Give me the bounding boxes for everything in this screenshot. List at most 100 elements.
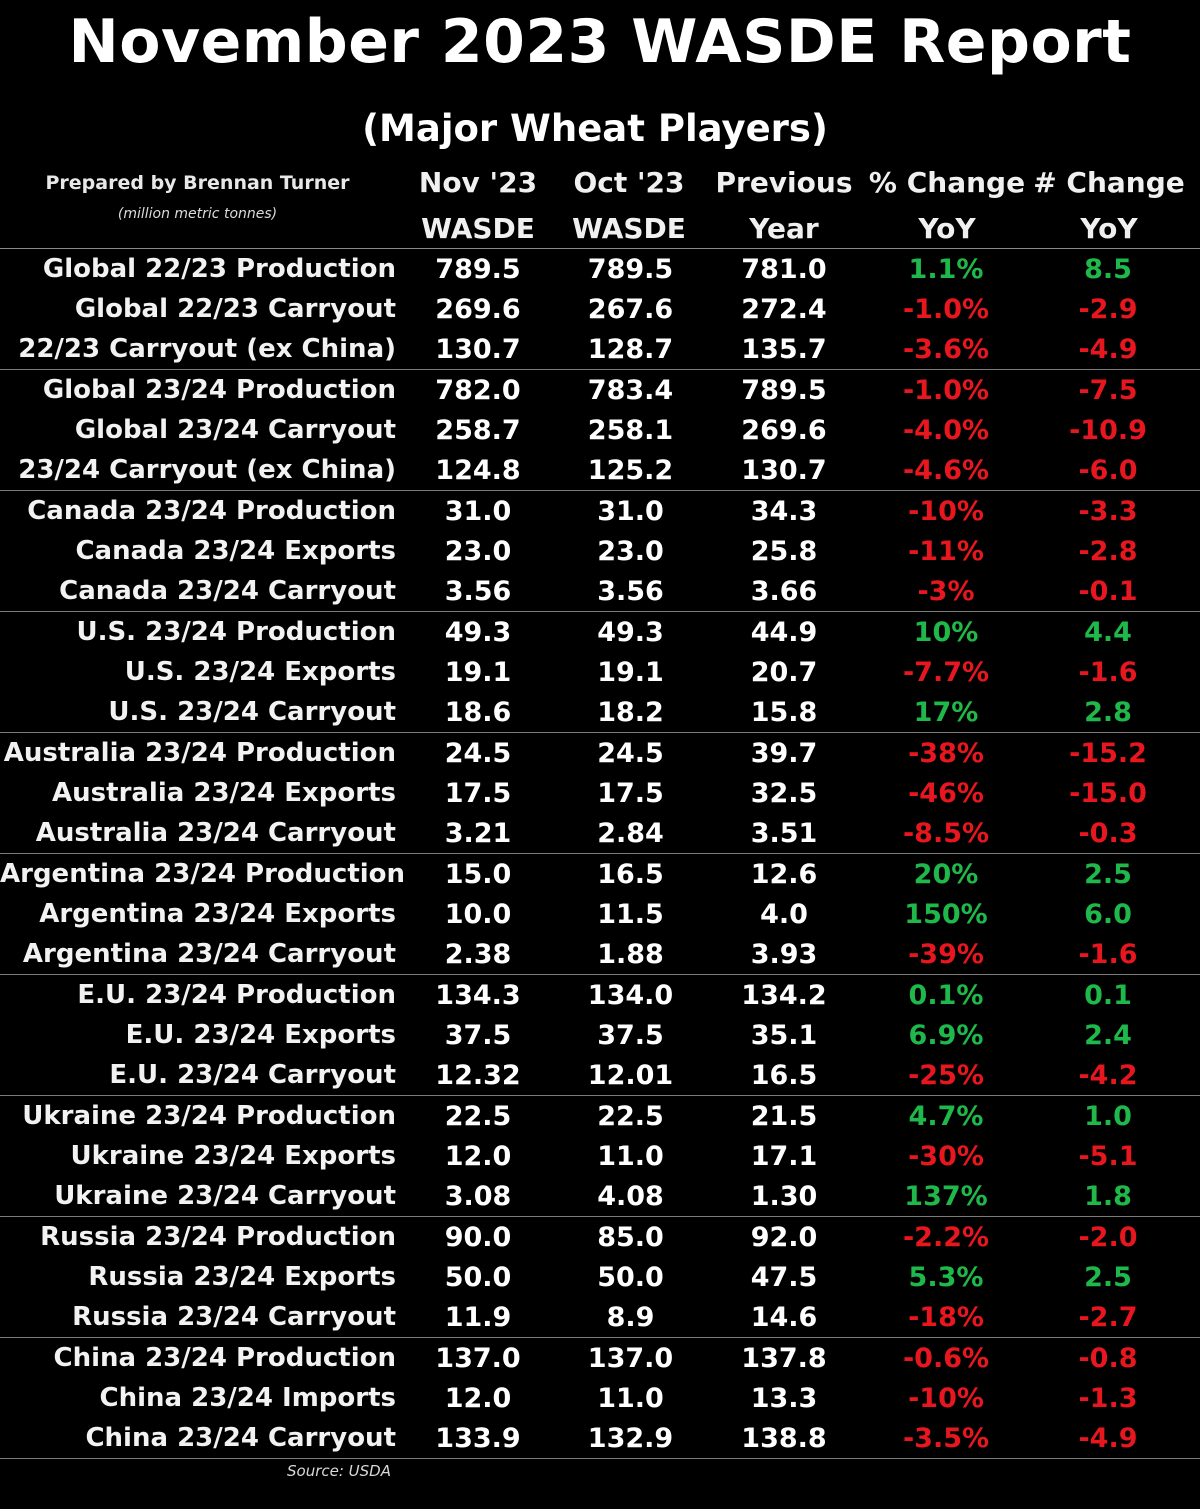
previous-year-value: 39.7 — [750, 737, 818, 769]
oct-wasde-value: 19.1 — [597, 656, 664, 688]
previous-year-value: 35.1 — [750, 1019, 818, 1051]
num-change-value: 8.5 — [1084, 253, 1132, 285]
oct-wasde-value: 17.5 — [597, 777, 664, 809]
pct-change-value: -2.2% — [902, 1221, 990, 1253]
pct-change-value: -18% — [908, 1301, 984, 1333]
row-label: E.U. 23/24 Carryout — [109, 1060, 396, 1090]
oct-wasde-value: 8.9 — [606, 1301, 655, 1333]
row-label: Canada 23/24 Carryout — [59, 576, 396, 606]
oct-wasde-value: 85.0 — [597, 1221, 664, 1253]
previous-year-value: 15.8 — [750, 696, 818, 728]
table-row: Ukraine 23/24 Carryout 3.08 4.08 1.30 137% 1.… — [0, 1176, 1200, 1216]
num-change-value: -10.9 — [1069, 414, 1147, 446]
previous-year-value: 32.5 — [750, 777, 818, 809]
table-group: Global 22/23 Production 789.5 789.5 781.0 1.… — [0, 248, 1200, 369]
table-group: Global 23/24 Production 782.0 783.4 789.5 -1… — [0, 369, 1200, 490]
num-change-value: -4.9 — [1078, 1422, 1138, 1454]
nov-wasde-value: 11.9 — [444, 1301, 512, 1333]
oct-wasde-value: 137.0 — [587, 1342, 674, 1374]
row-label: Ukraine 23/24 Production — [22, 1101, 396, 1131]
pct-change-value: 0.1% — [908, 979, 984, 1011]
previous-year-value: 17.1 — [750, 1140, 818, 1172]
nov-wasde-value: 3.08 — [444, 1180, 512, 1212]
num-change-value: 2.8 — [1084, 696, 1132, 728]
num-change-value: -3.3 — [1078, 495, 1138, 527]
table-group: U.S. 23/24 Production 49.3 49.3 44.9 10% 4.4 U… — [0, 611, 1200, 732]
row-label: China 23/24 Imports — [99, 1383, 397, 1413]
nov-wasde-value: 90.0 — [444, 1221, 512, 1253]
num-change-value: 6.0 — [1084, 898, 1132, 930]
pct-change-value: -1.0% — [902, 293, 990, 325]
previous-year-value: 3.51 — [750, 817, 818, 849]
previous-year-value: 134.2 — [741, 979, 827, 1011]
nov-wasde-value: 12.32 — [435, 1059, 521, 1091]
nov-wasde-value: 19.1 — [444, 656, 512, 688]
row-label: Russia 23/24 Carryout — [72, 1302, 396, 1332]
table-row: E.U. 23/24 Carryout 12.32 12.01 16.5 -25% -4.… — [0, 1055, 1200, 1095]
previous-year-value: 14.6 — [750, 1301, 818, 1333]
table-row: Global 23/24 Carryout 258.7 258.1 269.6 -4.0… — [0, 410, 1200, 450]
oct-wasde-value: 789.5 — [587, 253, 674, 285]
oct-wasde-value: 24.5 — [597, 737, 664, 769]
row-label: Russia 23/24 Exports — [88, 1262, 396, 1292]
table-group: China 23/24 Production 137.0 137.0 137.8 -0.… — [0, 1337, 1200, 1458]
table-row: Global 23/24 Production 782.0 783.4 789.5 -1… — [0, 370, 1200, 410]
table-group: Canada 23/24 Production 31.0 31.0 34.3 -10% -… — [0, 490, 1200, 611]
table-row: E.U. 23/24 Exports 37.5 37.5 35.1 6.9% 2.4 — [0, 1015, 1200, 1055]
wheat-table-body: Global 22/23 Production 789.5 789.5 781.0 1.… — [0, 248, 1200, 1459]
num-change-value: 2.5 — [1084, 1261, 1132, 1293]
row-label: U.S. 23/24 Exports — [124, 657, 396, 687]
table-group: Argentina 23/24 Production 15.0 16.5 12.6 20… — [0, 853, 1200, 974]
row-label: E.U. 23/24 Exports — [125, 1020, 396, 1050]
previous-year-value: 34.3 — [750, 495, 818, 527]
row-label: Global 22/23 Carryout — [74, 294, 396, 324]
num-change-value: -0.3 — [1078, 817, 1138, 849]
table-row: Argentina 23/24 Production 15.0 16.5 12.6 20… — [0, 854, 1200, 894]
nov-wasde-value: 10.0 — [444, 898, 512, 930]
nov-wasde-value: 24.5 — [444, 737, 512, 769]
nov-wasde-value: 31.0 — [444, 495, 512, 527]
num-change-value: 1.8 — [1084, 1180, 1132, 1212]
num-change-value: -0.1 — [1078, 575, 1138, 607]
previous-year-value: 135.7 — [741, 333, 827, 365]
column-header-line1: # Change — [1033, 166, 1185, 199]
oct-wasde-value: 783.4 — [587, 374, 674, 406]
oct-wasde-value: 267.6 — [587, 293, 674, 325]
pct-change-value: -10% — [908, 495, 984, 527]
num-change-value: -0.8 — [1078, 1342, 1138, 1374]
table-row: Russia 23/24 Carryout 11.9 8.9 14.6 -18% -2.7 — [0, 1297, 1200, 1337]
nov-wasde-value: 258.7 — [435, 414, 521, 446]
num-change-value: -2.8 — [1078, 535, 1138, 567]
previous-year-value: 3.66 — [750, 575, 818, 607]
report-title: November 2023 WASDE Report — [68, 7, 1132, 77]
previous-year-value: 44.9 — [750, 616, 818, 648]
num-change-value: -1.3 — [1078, 1382, 1138, 1414]
column-header-line2: YoY — [1080, 212, 1138, 245]
previous-year-value: 3.93 — [750, 938, 818, 970]
pct-change-value: 4.7% — [908, 1100, 984, 1132]
oct-wasde-value: 37.5 — [597, 1019, 664, 1051]
pct-change-value: 150% — [904, 898, 988, 930]
previous-year-value: 781.0 — [741, 253, 827, 285]
table-row: Russia 23/24 Production 90.0 85.0 92.0 -2.2%… — [0, 1217, 1200, 1257]
table-row: Russia 23/24 Exports 50.0 50.0 47.5 5.3% 2.5 — [0, 1257, 1200, 1297]
num-change-value: -7.5 — [1078, 374, 1138, 406]
pct-change-value: -8.5% — [902, 817, 990, 849]
num-change-value: -5.1 — [1078, 1140, 1138, 1172]
row-label: Canada 23/24 Production — [27, 496, 396, 526]
previous-year-value: 1.30 — [750, 1180, 818, 1212]
column-header-line1: Nov '23 — [418, 166, 538, 199]
column-header-num-change: # Change YoY — [1030, 160, 1188, 252]
column-header-pct-change: % Change YoY — [864, 160, 1030, 252]
nov-wasde-value: 3.56 — [444, 575, 512, 607]
table-row: Global 22/23 Carryout 269.6 267.6 272.4 -1.0… — [0, 289, 1200, 329]
nov-wasde-value: 124.8 — [435, 454, 521, 486]
pct-change-value: 17% — [913, 696, 979, 728]
pct-change-value: -25% — [908, 1059, 984, 1091]
oct-wasde-value: 1.88 — [597, 938, 664, 970]
oct-wasde-value: 134.0 — [587, 979, 674, 1011]
column-header-previous-year: Previous Year — [706, 160, 862, 252]
row-label: Argentina 23/24 Carryout — [22, 939, 396, 969]
previous-year-value: 4.0 — [760, 898, 808, 930]
nov-wasde-value: 18.6 — [444, 696, 512, 728]
